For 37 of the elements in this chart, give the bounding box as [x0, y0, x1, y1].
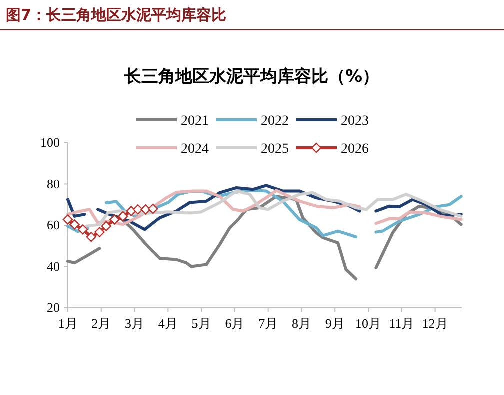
- y-tick-label: 80: [47, 176, 60, 192]
- x-tick-label: 3月: [125, 316, 145, 331]
- legend-label: 2023: [341, 114, 369, 129]
- point: [140, 204, 151, 215]
- x-tick-label: 1月: [58, 316, 78, 331]
- legend-label: 2022: [261, 114, 289, 129]
- point: [148, 204, 158, 214]
- point: [86, 232, 96, 242]
- point: [126, 206, 137, 216]
- point: [133, 204, 144, 215]
- point: [94, 227, 105, 238]
- x-tick-label: 12月: [422, 316, 448, 331]
- x-tick-label: 7月: [258, 316, 278, 331]
- point: [70, 220, 80, 230]
- point: [62, 214, 74, 225]
- x-tick-label: 6月: [225, 316, 245, 331]
- point: [118, 211, 128, 222]
- x-tick-label: 5月: [192, 316, 212, 331]
- chart-title: 长三角地区水泥平均库容比（%）: [123, 67, 380, 87]
- x-tick-label: 2月: [92, 316, 112, 331]
- point: [101, 221, 112, 232]
- x-tick-label: 8月: [292, 316, 312, 331]
- x-tick-label: 10月: [356, 316, 382, 331]
- legend-label: 2021: [181, 114, 209, 129]
- legend-label: 2025: [261, 142, 289, 157]
- legend-label: 2024: [181, 142, 209, 157]
- x-tick-label: 11月: [389, 316, 415, 331]
- x-tick-label: 4月: [158, 316, 178, 331]
- y-tick-label: 20: [47, 300, 60, 315]
- legend-label: 2026: [341, 142, 369, 157]
- point: [110, 214, 120, 225]
- caption: 图7：长三角地区水泥平均库容比: [6, 6, 226, 24]
- x-tick-label: 9月: [325, 316, 345, 331]
- y-tick-label: 100: [40, 135, 60, 150]
- point: [78, 224, 88, 235]
- y-tick-label: 40: [47, 258, 60, 274]
- y-tick-label: 60: [47, 218, 60, 232]
